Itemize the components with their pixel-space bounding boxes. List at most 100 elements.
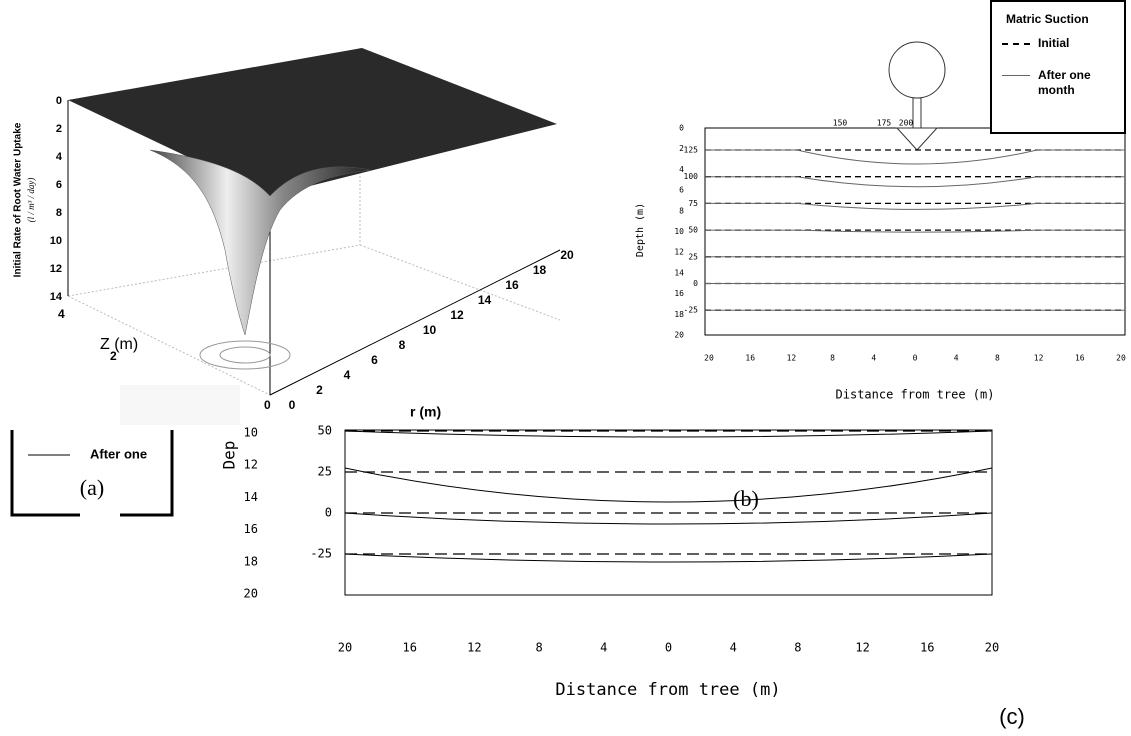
y-tick-label: 14 <box>674 268 684 277</box>
z-tick-label: 2 <box>56 123 62 135</box>
mask <box>120 385 240 425</box>
tree-icon <box>888 41 946 151</box>
x-tick-label: 8 <box>830 354 835 363</box>
panel-b-frame <box>704 127 1126 336</box>
suction-label: 75 <box>688 199 698 208</box>
contour <box>199 340 291 370</box>
suction-label: -25 <box>310 547 332 561</box>
z-tick-label: 14 <box>50 291 63 303</box>
panel-label: (c) <box>999 704 1025 729</box>
x-tick-label: 12 <box>855 641 869 655</box>
z-tick-label: 12 <box>50 263 62 275</box>
legend-label: After one month <box>1038 68 1091 97</box>
y-tick-label: 10 <box>244 426 258 440</box>
r-tick-label: 14 <box>478 293 492 307</box>
z-depth-tick: 2 <box>110 349 117 363</box>
suction-label: 175 <box>877 119 892 128</box>
z-depth-tick: 4 <box>58 307 65 321</box>
r-tick-label: 6 <box>371 353 378 367</box>
y-tick-label: 2 <box>679 144 684 153</box>
after-line <box>705 229 1125 233</box>
r-tick-label: 2 <box>316 383 323 397</box>
x-tick-label: 4 <box>871 354 876 363</box>
panel-label: (a) <box>80 475 104 500</box>
x-tick-label: 12 <box>787 354 797 363</box>
axis-title: Distance from tree (m) <box>836 388 995 402</box>
x-tick-label: 16 <box>745 354 755 363</box>
x-tick-label: 12 <box>467 641 481 655</box>
y-tick-label: 4 <box>679 165 684 174</box>
r-tick-label: 4 <box>344 368 351 382</box>
suction-label: 50 <box>318 424 332 438</box>
mask <box>600 250 690 400</box>
axis-title: Initial Rate of Root Water Uptake <box>13 122 24 277</box>
suction-label: 100 <box>684 172 699 181</box>
panel-label: (b) <box>733 486 759 511</box>
r-tick-label: 10 <box>423 323 437 337</box>
x-tick-label: 8 <box>995 354 1000 363</box>
y-tick-label: 8 <box>679 206 684 215</box>
suction-label: 0 <box>693 279 698 288</box>
y-tick-label: 18 <box>244 554 258 568</box>
suction-label: 150 <box>833 119 848 128</box>
suction-label: 0 <box>325 506 332 520</box>
axis-units: (l / m³ / day) <box>26 178 36 223</box>
x-tick-label: 16 <box>1075 354 1085 363</box>
suction-label: 25 <box>318 465 332 479</box>
after-line <box>705 176 1125 188</box>
z-tick-label: 10 <box>50 235 62 247</box>
legend-title: Matric Suction <box>1006 12 1089 26</box>
legend-label: After one <box>90 446 147 461</box>
y-tick-label: 6 <box>679 186 684 195</box>
legend-label: Initial <box>1038 36 1070 50</box>
r-tick-label: 18 <box>533 263 547 277</box>
axis-title: r (m) <box>410 404 441 420</box>
z-tick-label: 8 <box>56 207 62 219</box>
x-tick-label: 0 <box>665 641 672 655</box>
x-tick-label: 20 <box>985 641 999 655</box>
x-tick-label: 4 <box>730 641 737 655</box>
surface-top <box>68 48 557 196</box>
after-line <box>705 202 1125 210</box>
r-tick-label: 0 <box>289 398 296 412</box>
x-tick-label: 16 <box>920 641 934 655</box>
y-tick-label: 20 <box>244 587 258 601</box>
y-tick-label: 12 <box>674 248 684 257</box>
x-tick-label: 0 <box>913 354 918 363</box>
x-tick-label: 8 <box>794 641 801 655</box>
z-tick-label: 6 <box>56 179 62 191</box>
y-tick-label: 16 <box>244 522 258 536</box>
x-tick-label: 20 <box>1116 354 1126 363</box>
axis-title: Z (m) <box>100 336 138 353</box>
suction-label: 125 <box>684 146 699 155</box>
y-tick-label: 10 <box>674 227 684 236</box>
y-tick-label: 16 <box>674 289 684 298</box>
x-tick-label: 20 <box>704 354 714 363</box>
y-tick-label: 12 <box>244 458 258 472</box>
y-tick-label: 18 <box>674 310 684 319</box>
legend-swatch <box>1002 43 1030 45</box>
y-tick-label: 0 <box>679 124 684 133</box>
after-line <box>705 149 1125 165</box>
x-tick-label: 12 <box>1034 354 1044 363</box>
legend-swatch <box>1002 75 1030 76</box>
r-tick-label: 12 <box>450 308 464 322</box>
x-tick-label: 4 <box>600 641 607 655</box>
after-line <box>344 512 993 525</box>
contour <box>219 346 271 364</box>
z-tick-label: 0 <box>56 95 62 107</box>
legend-item: Initial <box>1002 36 1108 51</box>
z-tick-label: 4 <box>56 151 63 163</box>
after-line <box>344 430 993 438</box>
z-depth-tick: 0 <box>264 398 271 412</box>
r-tick-label: 20 <box>560 248 574 262</box>
x-tick-label: 16 <box>402 641 416 655</box>
axis-title: Distance from tree (m) <box>555 680 780 700</box>
legend-item: After one month <box>1002 68 1108 98</box>
after-line <box>344 553 993 563</box>
y-tick-label: 20 <box>674 331 684 340</box>
x-tick-label: 20 <box>338 641 352 655</box>
x-tick-label: 4 <box>954 354 959 363</box>
suction-label: 200 <box>899 119 914 128</box>
